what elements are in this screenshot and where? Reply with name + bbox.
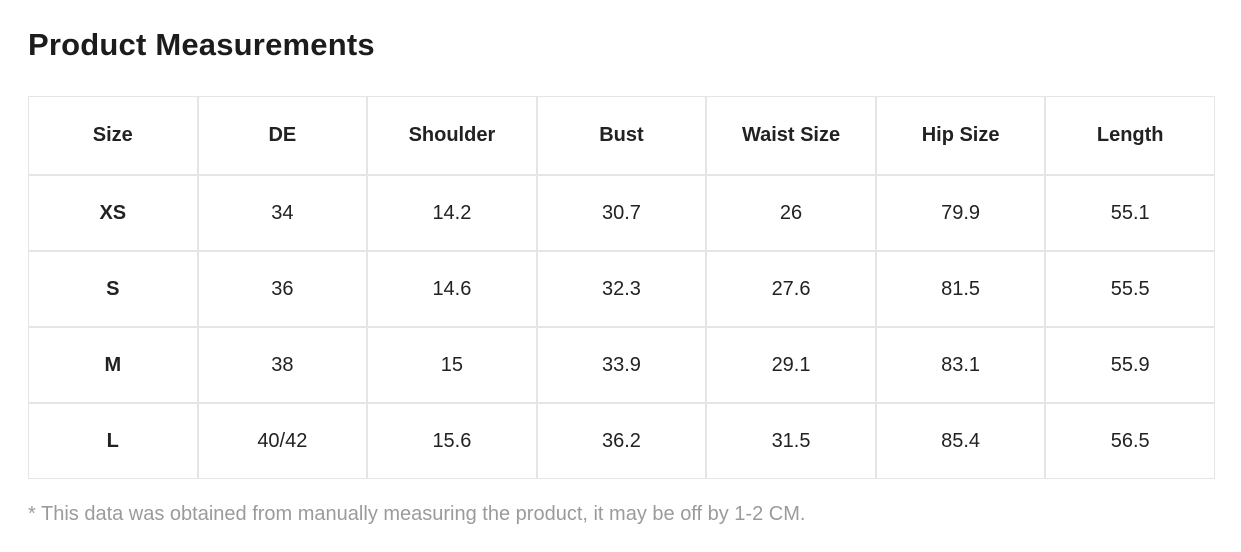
hip-cell: 79.9 bbox=[875, 175, 1046, 251]
table-row-m: M 38 15 33.9 29.1 83.1 55.9 bbox=[28, 327, 1215, 403]
shoulder-cell: 14.2 bbox=[367, 175, 537, 251]
shoulder-cell: 15.6 bbox=[367, 403, 537, 479]
length-cell: 56.5 bbox=[1045, 403, 1215, 479]
de-cell: 34 bbox=[197, 175, 368, 251]
size-cell: XS bbox=[28, 175, 198, 251]
waist-cell: 26 bbox=[706, 175, 876, 251]
hip-cell: 81.5 bbox=[875, 251, 1046, 327]
column-header-bust: Bust bbox=[536, 96, 707, 175]
measurements-table: Size DE Shoulder Bust Waist Size Hip Siz… bbox=[28, 96, 1215, 479]
de-cell: 40/42 bbox=[197, 403, 368, 479]
waist-cell: 27.6 bbox=[706, 251, 876, 327]
table-row-s: S 36 14.6 32.3 27.6 81.5 55.5 bbox=[28, 251, 1215, 327]
length-cell: 55.1 bbox=[1045, 175, 1215, 251]
column-header-de: DE bbox=[197, 96, 368, 175]
size-cell: M bbox=[28, 327, 198, 403]
bust-cell: 32.3 bbox=[536, 251, 707, 327]
table-row-xs: XS 34 14.2 30.7 26 79.9 55.1 bbox=[28, 175, 1215, 251]
column-header-length: Length bbox=[1045, 96, 1215, 175]
shoulder-cell: 15 bbox=[367, 327, 537, 403]
page-title: Product Measurements bbox=[28, 27, 375, 62]
bust-cell: 33.9 bbox=[536, 327, 707, 403]
hip-cell: 83.1 bbox=[875, 327, 1046, 403]
length-cell: 55.5 bbox=[1045, 251, 1215, 327]
de-cell: 36 bbox=[197, 251, 368, 327]
table-body: XS 34 14.2 30.7 26 79.9 55.1 S 36 14.6 3… bbox=[28, 175, 1215, 479]
length-cell: 55.9 bbox=[1045, 327, 1215, 403]
bust-cell: 36.2 bbox=[536, 403, 707, 479]
table-header: Size DE Shoulder Bust Waist Size Hip Siz… bbox=[28, 96, 1215, 175]
bust-cell: 30.7 bbox=[536, 175, 707, 251]
waist-cell: 29.1 bbox=[706, 327, 876, 403]
de-cell: 38 bbox=[197, 327, 368, 403]
size-cell: S bbox=[28, 251, 198, 327]
size-cell: L bbox=[28, 403, 198, 479]
hip-cell: 85.4 bbox=[875, 403, 1046, 479]
header-row: Size DE Shoulder Bust Waist Size Hip Siz… bbox=[28, 96, 1215, 175]
column-header-hip-size: Hip Size bbox=[875, 96, 1046, 175]
column-header-shoulder: Shoulder bbox=[367, 96, 537, 175]
column-header-size: Size bbox=[28, 96, 198, 175]
column-header-waist-size: Waist Size bbox=[706, 96, 876, 175]
table-row-l: L 40/42 15.6 36.2 31.5 85.4 56.5 bbox=[28, 403, 1215, 479]
waist-cell: 31.5 bbox=[706, 403, 876, 479]
shoulder-cell: 14.6 bbox=[367, 251, 537, 327]
measurements-section: Product Measurements Size DE Shoulder Bu… bbox=[28, 27, 1215, 525]
measurement-disclaimer: * This data was obtained from manually m… bbox=[28, 503, 806, 525]
